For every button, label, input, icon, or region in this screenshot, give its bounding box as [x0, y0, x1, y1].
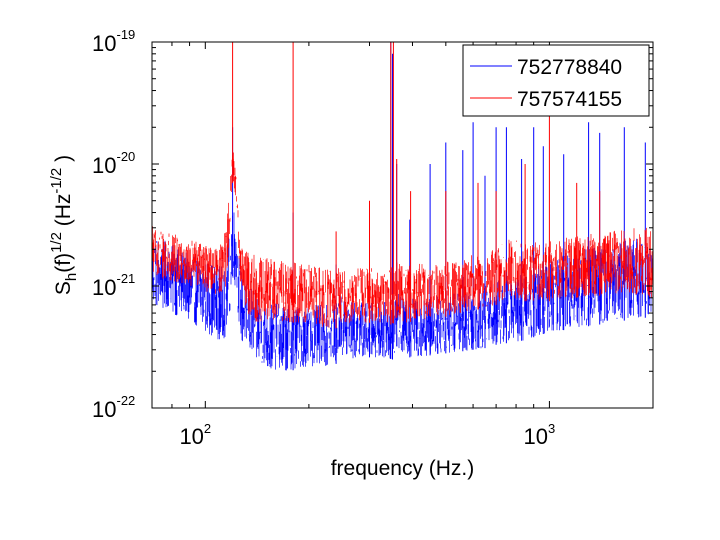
y-tick-label-base: 10	[92, 31, 116, 56]
x-tick-label-2: 103	[524, 421, 556, 449]
y-tick-label-4: 10-19	[92, 27, 135, 56]
y-title-sub: h	[63, 273, 80, 281]
y-tick-label-base: 10	[92, 397, 116, 422]
y-tick-label-3: 10-20	[92, 149, 135, 178]
y-tick-label-exponent: -22	[116, 393, 135, 408]
legend-box	[462, 44, 650, 117]
y-title-mid-sup: 1/2	[48, 232, 65, 253]
x-tick-label-exponent: 3	[548, 421, 555, 436]
y-title-base: S	[52, 281, 75, 295]
y-title-unit-open: (Hz	[52, 194, 75, 233]
y-tick-label-base: 10	[92, 153, 116, 178]
x-tick-label-base: 10	[524, 424, 548, 449]
y-tick-label-1: 10-22	[92, 393, 135, 422]
x-tick-label-1: 102	[179, 421, 211, 449]
legend-label-series-1: 752778840	[517, 56, 622, 79]
plot-frame	[151, 41, 654, 409]
x-axis-title: frequency (Hz.)	[331, 457, 475, 480]
x-tick-label-base: 10	[179, 424, 203, 449]
series-layer	[152, 42, 653, 371]
y-axis-title: Sh(f)1/2 (Hz-1/2 )	[48, 155, 80, 295]
y-title-unit-sup: -1/2	[48, 168, 65, 194]
y-tick-label-base: 10	[92, 275, 116, 300]
y-title-mid: (f)	[52, 253, 75, 273]
x-tick-label-exponent: 2	[204, 421, 211, 436]
series-2-noise-trace	[152, 152, 653, 328]
y-tick-label-exponent: -21	[116, 271, 135, 286]
legend: 752778840 757574155	[462, 44, 650, 117]
series-2	[152, 42, 653, 329]
y-tick-label-exponent: -20	[116, 149, 135, 164]
y-title-unit-close: )	[52, 155, 75, 168]
y-tick-label-2: 10-21	[92, 271, 135, 300]
y-tick-label-exponent: -19	[116, 27, 135, 42]
legend-label-series-2: 757574155	[517, 88, 622, 111]
